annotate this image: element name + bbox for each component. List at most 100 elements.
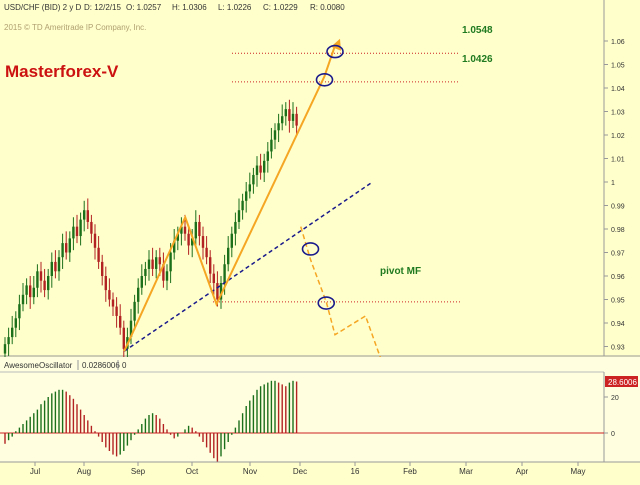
date-label: D: 12/2/15 [84,3,121,12]
candle-body [162,264,165,281]
time-tick-label: Aug [77,467,91,476]
candle-body [54,261,57,272]
price-tick-label: 1.02 [611,133,625,140]
candle-body [129,320,133,338]
price-tick-label: 1.01 [611,157,625,164]
candle-body [90,221,93,234]
candle-body [209,257,212,274]
candle-body [212,273,215,284]
candle-body [259,165,262,173]
candle-body [252,174,255,185]
oscillator-tick-label: 20 [611,395,619,402]
price-axis: 0.93 0.94 0.95 0.96 0.97 0.98 0.99 1 1.01 1.02 1.0… [604,39,625,352]
candle-body [158,257,161,265]
candle-body [133,301,136,321]
candle-body [32,287,35,298]
wave-arrowhead [331,38,341,51]
candle-body [237,210,241,222]
time-axis: Jul Aug Sep Oct Nov Dec 16 Feb Mar Apr May [30,462,586,476]
candle-body [227,247,230,265]
candle-body [263,160,266,173]
candle-body [25,285,28,295]
candle-body [147,259,151,269]
low-label: L: 1.0226 [218,3,252,12]
candle-body [284,109,287,117]
time-tick-label: Dec [293,467,307,476]
candle-body [201,236,205,248]
price-tick-label: 0.99 [611,204,625,211]
candle-body [47,276,50,291]
candle-body [97,247,100,262]
candle-body [223,264,226,284]
price-tick-label: 1.06 [611,39,625,46]
candle-body [198,221,201,237]
time-tick-label: Mar [459,467,473,476]
time-tick-label: Apr [516,467,529,476]
candle-body [115,306,118,316]
candle-body [245,191,248,201]
candle-body [50,261,53,276]
candle-body [176,233,179,241]
price-tick-label: 0.95 [611,298,625,305]
oscillator-zero-value: 0 [122,361,127,370]
oscillator-name: AwesomeOscillator [4,361,73,370]
symbol-label: USD/CHF (BID) 2 y D [4,3,82,12]
wave-line [123,45,336,352]
price-tick-label: 0.98 [611,227,625,234]
candle-body [288,109,291,121]
highlight-circle [301,242,320,256]
candle-body [122,327,125,349]
time-tick-label: Jul [30,467,40,476]
candle-body [14,318,17,328]
candle-body [183,226,187,234]
level-2-label: 1.0426 [462,54,493,65]
time-tick-label: Oct [186,467,199,476]
oscillator-value-badge [605,376,638,387]
price-tick-label: 1.04 [611,86,625,93]
candle-body [273,130,277,140]
candle-body [173,240,176,253]
candle-body [101,261,104,276]
open-label: O: 1.0257 [126,3,162,12]
price-tick-label: 0.96 [611,274,625,281]
candle-body [144,268,147,276]
pivot-label: pivot MF [380,266,421,277]
candle-body [75,226,79,237]
range-label: R: 0.0080 [310,3,345,12]
candle-body [216,283,219,300]
candle-body [68,238,71,253]
highlight-circle [315,72,334,87]
candle-body [18,304,21,319]
candle-body [140,276,143,288]
candle-body [43,280,46,291]
time-tick-label: Feb [403,467,417,476]
price-tick-label: 1.05 [611,63,625,70]
oscillator-value: 0.0286006 [82,361,120,370]
time-tick-label: 16 [351,467,360,476]
candle-body [248,184,251,192]
candle-body [11,327,14,338]
candle-body [155,257,158,269]
candle-body [180,226,183,234]
trend-line [123,181,373,352]
candle-body [219,283,223,300]
oscillator-tick-label: 0 [611,431,615,438]
candle-body [39,271,43,281]
oscillator-bars [4,380,298,462]
candle-body [295,113,298,126]
candle-body [191,238,194,246]
candle-body [29,285,32,298]
close-label: C: 1.0229 [263,3,298,12]
candle-body [72,226,75,239]
high-label: H: 1.0306 [172,3,207,12]
candle-body [169,252,172,272]
candle-body [119,315,122,328]
candle-body [270,139,273,152]
candle-body [7,337,10,345]
candle-body [83,210,86,220]
price-tick-label: 1 [611,180,615,187]
price-tick-label: 0.97 [611,251,625,258]
candle-body [93,233,97,248]
candle-body [194,221,197,239]
